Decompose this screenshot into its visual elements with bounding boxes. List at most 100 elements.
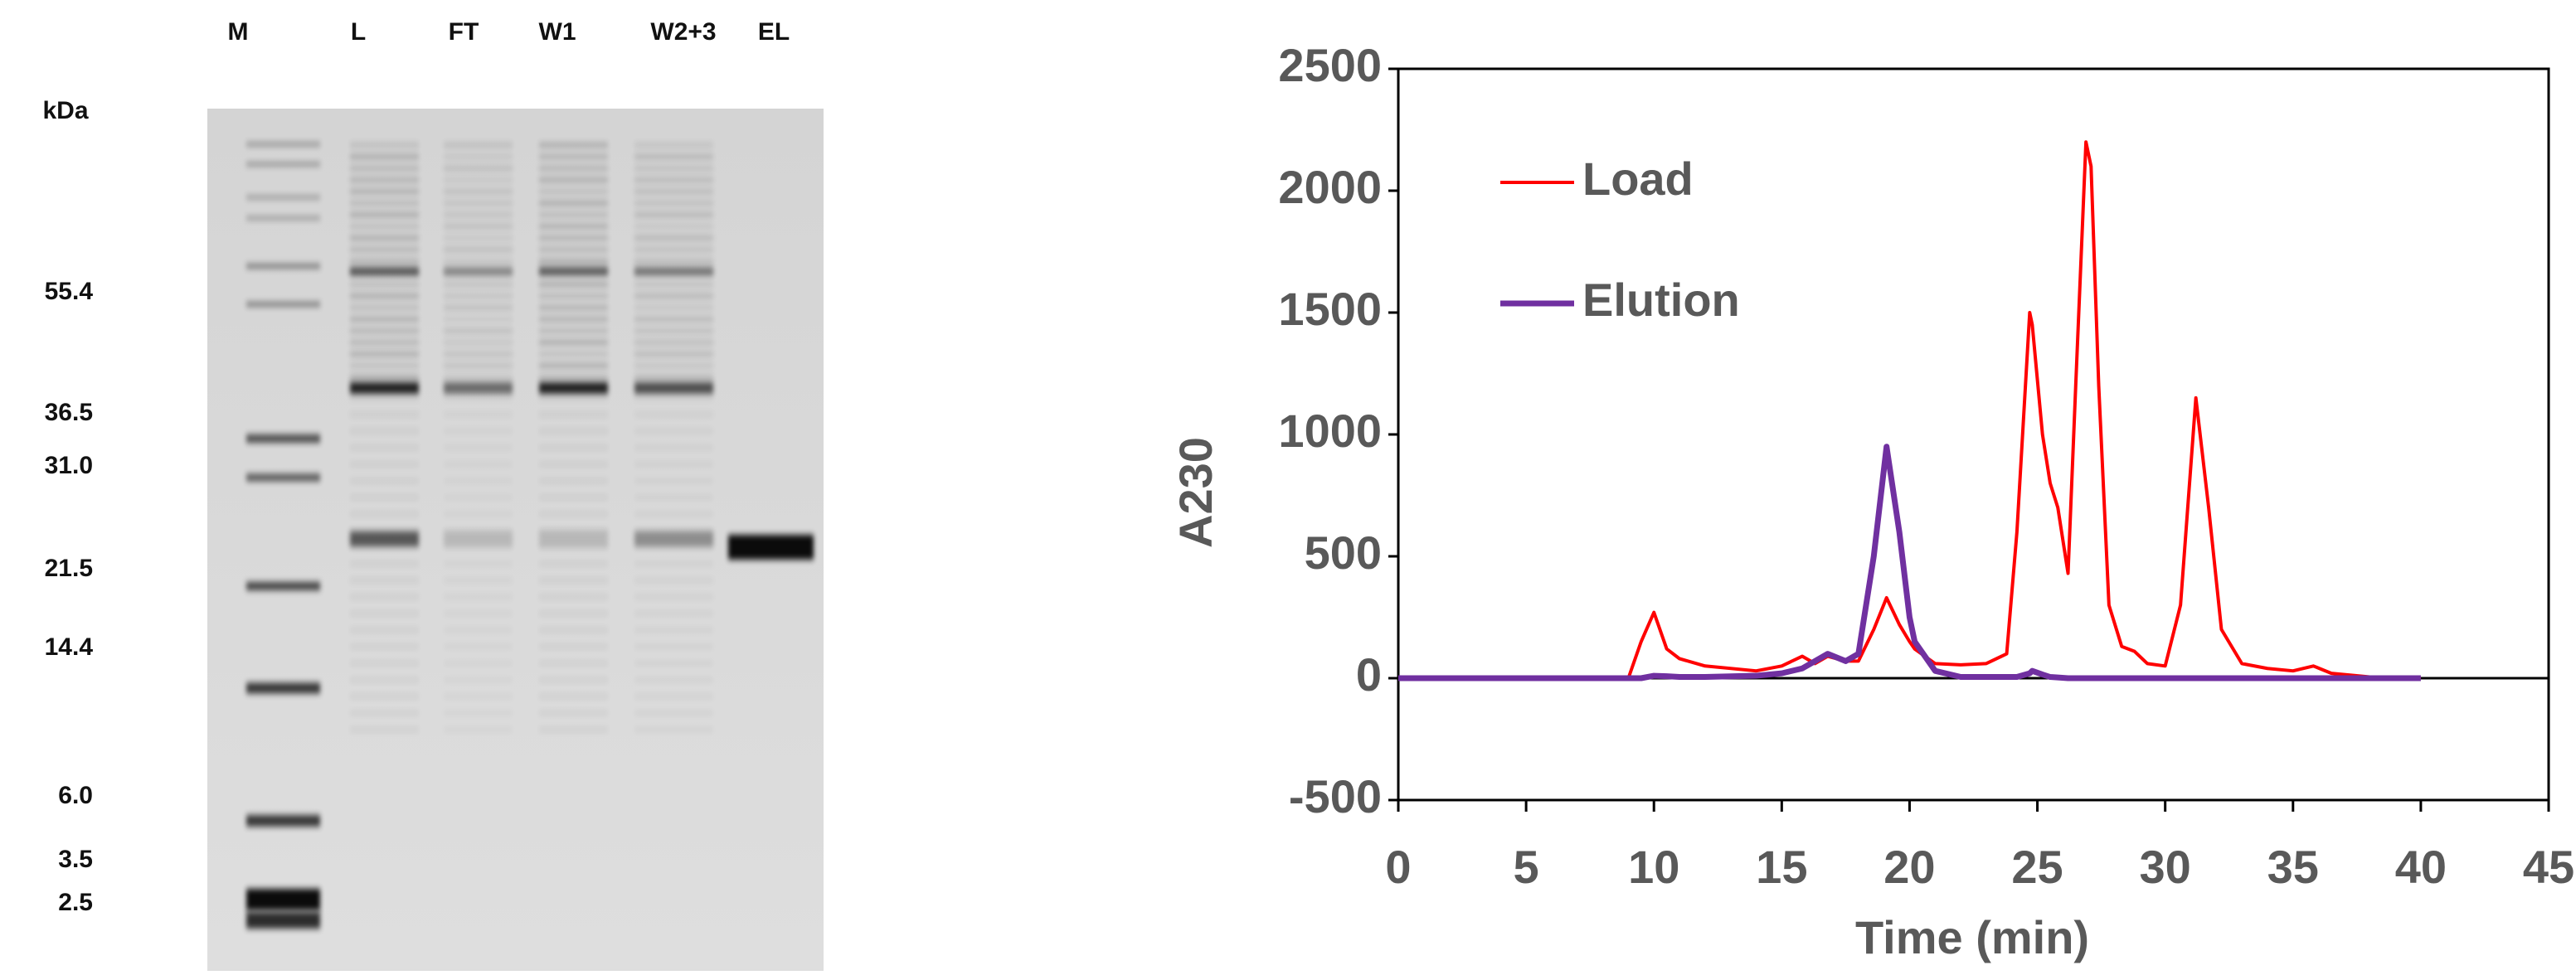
gel-band <box>539 154 608 159</box>
gel-band <box>634 328 713 333</box>
lane-label: L <box>351 18 366 46</box>
gel-band <box>350 267 419 275</box>
gel-band <box>350 429 419 434</box>
gel-band <box>350 143 419 148</box>
gel-band <box>444 340 513 345</box>
gel-band <box>539 177 608 182</box>
gel-band <box>350 711 419 715</box>
gel-band <box>728 535 814 560</box>
x-tick-label: 15 <box>1756 841 1807 893</box>
marker-label: 3.5 <box>58 846 93 873</box>
gel-band <box>444 259 513 264</box>
gel-band <box>539 352 608 357</box>
gel-band <box>246 264 320 269</box>
marker-label: 31.0 <box>45 452 93 479</box>
gel-band <box>444 478 513 483</box>
gel-band <box>444 143 513 148</box>
gel-band <box>246 582 320 590</box>
gel-band <box>539 235 608 240</box>
x-tick-label: 5 <box>1514 841 1539 893</box>
gel-band <box>539 727 608 732</box>
x-tick-label: 35 <box>2267 841 2319 893</box>
gel-band <box>634 143 713 148</box>
gel-band <box>634 628 713 633</box>
gel-band <box>539 445 608 450</box>
legend-label: Elution <box>1582 274 1740 326</box>
gel-band <box>634 611 713 616</box>
gel-band <box>634 531 713 546</box>
lane-label: W2+3 <box>650 18 716 46</box>
gel-band <box>539 495 608 500</box>
gel-band <box>539 340 608 345</box>
gel-band <box>444 628 513 633</box>
gel-band <box>539 201 608 206</box>
gel-band <box>539 143 608 148</box>
gel-band <box>444 282 513 287</box>
gel-band <box>539 375 608 380</box>
gel-band <box>539 412 608 417</box>
gel-band <box>444 293 513 298</box>
gel-band <box>634 412 713 417</box>
x-tick-label: 0 <box>1385 841 1411 893</box>
gel-band <box>444 352 513 357</box>
gel-band <box>539 611 608 616</box>
gel-band <box>246 216 320 220</box>
unit-label: kDa <box>42 97 88 124</box>
gel-band <box>444 235 513 240</box>
gel-band <box>444 445 513 450</box>
gel-band <box>444 429 513 434</box>
gel-band <box>350 628 419 633</box>
gel-band <box>539 694 608 699</box>
gel-band <box>246 815 320 827</box>
gel-band <box>246 303 320 307</box>
gel-band <box>539 259 608 264</box>
gel-band <box>634 224 713 229</box>
x-tick-label: 40 <box>2395 841 2447 893</box>
gel-band <box>634 694 713 699</box>
gel-band <box>350 247 419 252</box>
gel-band <box>634 340 713 345</box>
gel-band <box>350 340 419 345</box>
gel-band <box>634 561 713 566</box>
gel-band <box>350 462 419 467</box>
gel-band <box>444 328 513 333</box>
gel-band <box>634 429 713 434</box>
x-tick-label: 25 <box>2011 841 2063 893</box>
gel-band <box>444 154 513 159</box>
gel-band <box>444 644 513 649</box>
gel-band <box>444 462 513 467</box>
y-axis-title: A230 <box>1169 437 1222 548</box>
gel-band <box>444 267 513 275</box>
gel-band <box>350 224 419 229</box>
marker-label: 2.5 <box>58 889 93 916</box>
gel-band <box>350 235 419 240</box>
gel-band <box>350 282 419 287</box>
x-tick-label: 45 <box>2523 841 2574 893</box>
gel-band <box>634 305 713 310</box>
gel-band <box>350 328 419 333</box>
gel-band <box>539 711 608 715</box>
gel-band <box>539 189 608 194</box>
gel-band <box>444 694 513 699</box>
gel-band <box>634 445 713 450</box>
gel-band <box>444 495 513 500</box>
gel-band <box>634 154 713 159</box>
gel-band <box>539 578 608 583</box>
gel-image <box>207 109 824 971</box>
gel-band <box>539 267 608 275</box>
gel-band <box>539 462 608 467</box>
gel-band <box>444 677 513 682</box>
gel-band <box>634 512 713 517</box>
gel-band <box>444 363 513 368</box>
gel-band <box>539 677 608 682</box>
gel-band <box>444 382 513 394</box>
gel-band <box>444 317 513 322</box>
gel-band <box>634 317 713 322</box>
gel-band <box>634 578 713 583</box>
gel-band <box>539 247 608 252</box>
y-tick-label: 1000 <box>1278 405 1382 457</box>
gel-band <box>246 196 320 199</box>
gel-band <box>634 661 713 666</box>
gel-band <box>350 201 419 206</box>
gel-band <box>634 235 713 240</box>
